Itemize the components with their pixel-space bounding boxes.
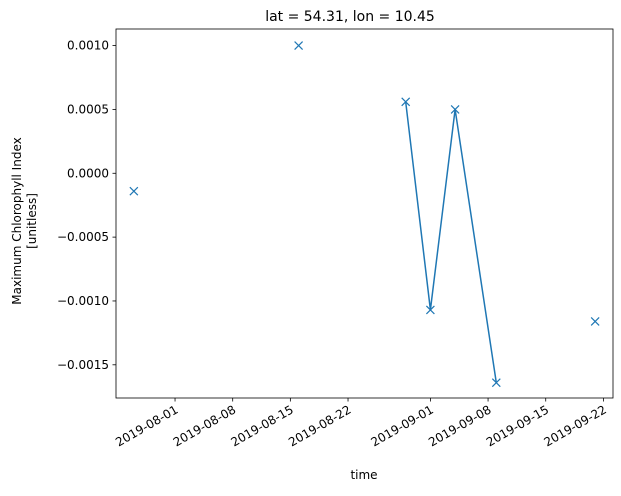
y-axis-label-line-1: Maximum Chlorophyll Index: [10, 137, 24, 304]
y-tick-label: −0.0010: [57, 294, 109, 308]
y-axis-ticks: 0.0010 0.0005 0.0000 −0.0005 −0.0010 −0.0015: [57, 39, 116, 372]
data-point-marker: [425, 305, 435, 315]
data-point-marker: [491, 378, 501, 388]
marker-stroke: [425, 305, 435, 315]
data-point-marker: [129, 186, 139, 196]
series-line: [404, 101, 498, 383]
data-point-marker: [590, 316, 600, 326]
y-axis-label: Maximum Chlorophyll Index [unitless]: [10, 137, 39, 304]
plot-frame: [115, 28, 614, 399]
marker-stroke: [491, 378, 501, 388]
data-point-marker: [294, 41, 304, 51]
data-point-marker: [401, 97, 411, 107]
y-tick-label: −0.0005: [57, 230, 109, 244]
y-axis-label-line-2: [unitless]: [25, 193, 39, 249]
y-tick-label: −0.0015: [57, 358, 109, 372]
marker-stroke: [294, 41, 304, 51]
marker-stroke: [590, 316, 600, 326]
data-point-marker: [450, 105, 460, 114]
y-tick-label: 0.0010: [67, 39, 109, 53]
y-tick-label: 0.0005: [67, 102, 109, 116]
chart-title: lat = 54.31, lon = 10.45: [265, 9, 435, 25]
marker-stroke: [129, 186, 139, 196]
marker-stroke: [401, 97, 411, 107]
x-axis-label: time: [350, 468, 377, 482]
y-tick-label: 0.0000: [67, 166, 109, 180]
plot-area: [115, 28, 614, 399]
marker-stroke: [450, 105, 460, 114]
series-layer: [129, 41, 600, 388]
